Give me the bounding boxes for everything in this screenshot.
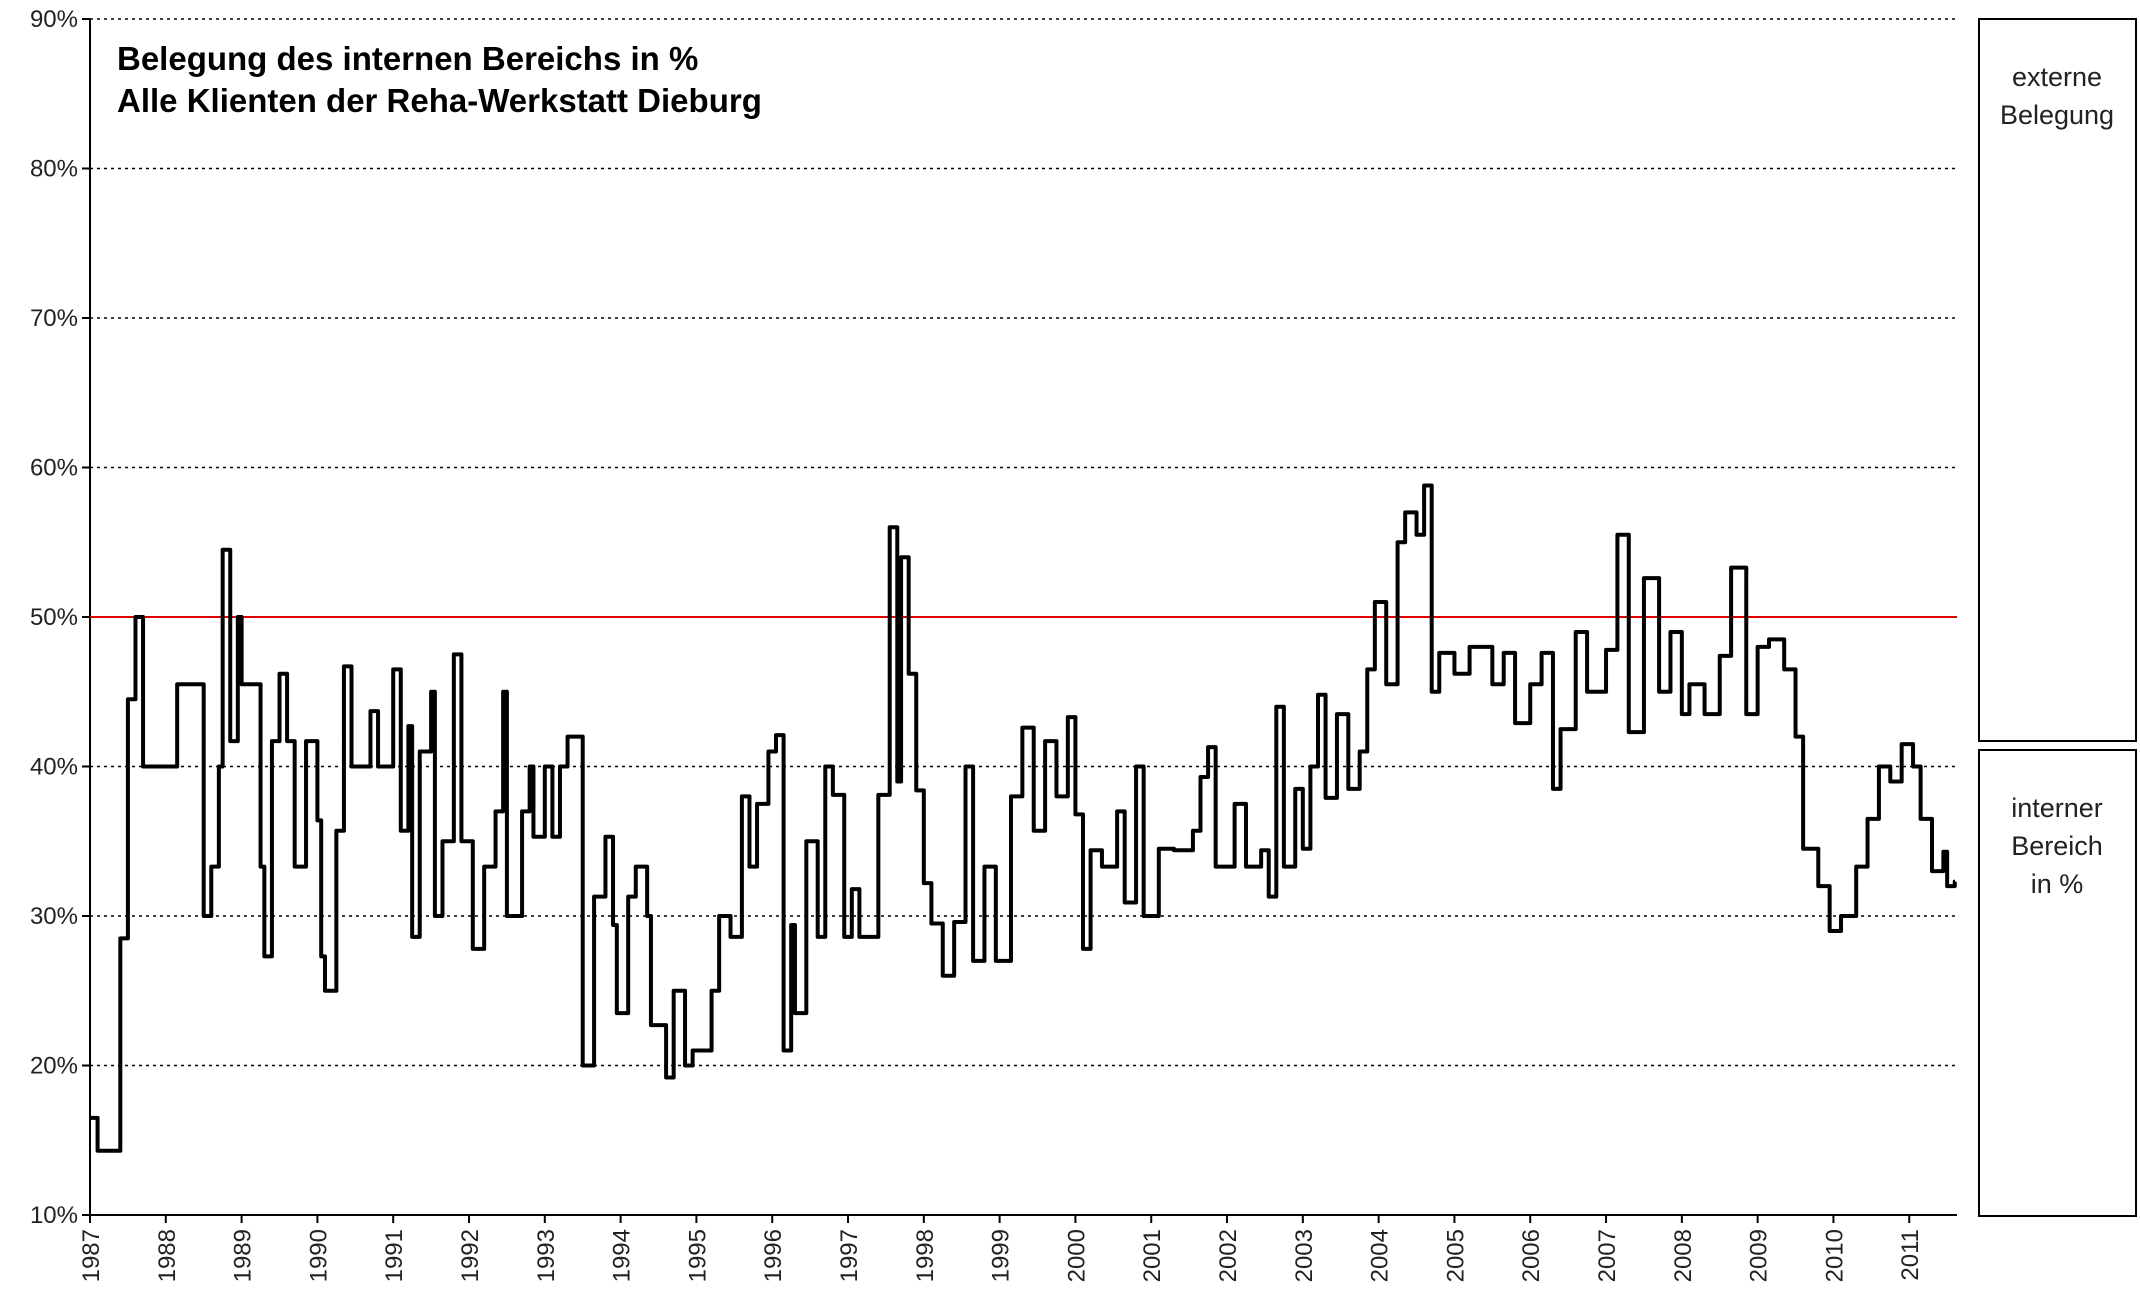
x-tick-label: 1994 [609,1229,636,1282]
y-tick-label: 60% [30,455,78,482]
x-tick-label: 2000 [1063,1229,1090,1282]
y-tick-label: 10% [30,1202,78,1229]
x-tick-label: 1990 [305,1229,332,1282]
chart-subtitle: Alle Klienten der Reha-Werkstatt Dieburg [117,82,762,119]
x-tick-label: 1987 [78,1229,105,1282]
y-tick-label: 30% [30,903,78,930]
y-tick-label: 90% [30,6,78,33]
x-tick-label: 1991 [381,1229,408,1282]
y-tick-label: 80% [30,156,78,183]
y-tick-label: 50% [30,604,78,631]
x-tick-label: 2001 [1139,1229,1166,1282]
x-tick-label: 1992 [457,1229,484,1282]
side-box-label: Belegung [2000,100,2114,130]
side-box-label: Bereich [2011,831,2103,861]
x-tick-label: 2002 [1215,1229,1242,1282]
x-tick-label: 2009 [1746,1229,1773,1282]
x-tick-label: 1998 [912,1229,939,1282]
side-box-label: in % [2031,869,2084,899]
x-tick-label: 2003 [1291,1229,1318,1282]
side-box-label: externe [2012,62,2102,92]
y-tick-label: 70% [30,305,78,332]
x-tick-label: 2005 [1442,1229,1469,1282]
x-tick-label: 2004 [1367,1229,1394,1282]
x-tick-label: 2011 [1897,1229,1924,1281]
y-tick-label: 20% [30,1053,78,1080]
x-tick-label: 2007 [1594,1229,1621,1282]
step-line [90,483,1957,1153]
side-box [1978,18,2137,742]
chart-title: Belegung des internen Bereichs in % [117,40,698,77]
side-box-label: interner [2011,793,2103,823]
x-tick-label: 1995 [684,1229,711,1282]
x-tick-label: 1996 [760,1229,787,1282]
y-tick-label: 40% [30,754,78,781]
x-tick-label: 2006 [1518,1229,1545,1282]
x-tick-label: 2010 [1821,1229,1848,1282]
x-tick-label: 1988 [154,1229,181,1282]
side-box [1978,749,2137,1217]
x-tick-label: 2008 [1670,1229,1697,1282]
x-tick-label: 1989 [230,1229,257,1282]
x-tick-label: 1993 [533,1229,560,1282]
x-tick-label: 1999 [988,1229,1015,1282]
x-tick-label: 1997 [836,1229,863,1282]
